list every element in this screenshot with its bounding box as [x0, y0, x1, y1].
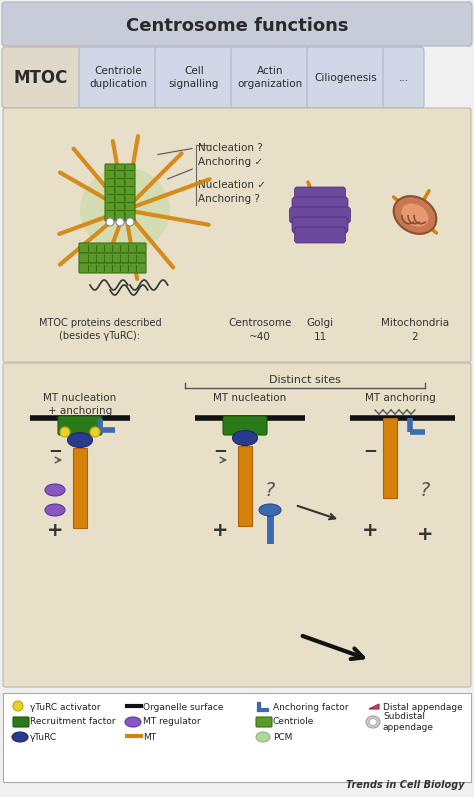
Text: +: +	[417, 525, 433, 544]
FancyBboxPatch shape	[383, 418, 397, 498]
Ellipse shape	[106, 218, 114, 226]
FancyBboxPatch shape	[290, 207, 350, 223]
Text: Nucleation ✓: Nucleation ✓	[198, 180, 266, 190]
Text: MTOC: MTOC	[14, 69, 68, 87]
FancyBboxPatch shape	[125, 164, 135, 221]
Text: ?: ?	[420, 481, 430, 500]
FancyBboxPatch shape	[292, 217, 348, 233]
Text: Recruitment factor: Recruitment factor	[30, 717, 116, 727]
Text: γTuRC: γTuRC	[30, 732, 57, 741]
Ellipse shape	[259, 504, 281, 516]
Text: ...: ...	[399, 73, 409, 83]
Text: Mitochondria
2: Mitochondria 2	[381, 318, 449, 342]
Text: Distal appendage: Distal appendage	[383, 702, 463, 712]
FancyBboxPatch shape	[294, 187, 346, 203]
Text: −: −	[213, 441, 227, 459]
Ellipse shape	[125, 717, 141, 727]
FancyBboxPatch shape	[79, 253, 146, 263]
Text: MT nucleation
+ anchoring: MT nucleation + anchoring	[44, 393, 117, 416]
Ellipse shape	[401, 203, 429, 227]
FancyBboxPatch shape	[13, 717, 29, 727]
Ellipse shape	[45, 504, 65, 516]
Ellipse shape	[60, 427, 70, 437]
Ellipse shape	[67, 433, 92, 447]
Ellipse shape	[369, 719, 377, 725]
Text: Centriole: Centriole	[273, 717, 314, 727]
FancyBboxPatch shape	[3, 108, 471, 362]
FancyBboxPatch shape	[105, 164, 115, 221]
Text: Golgi
11: Golgi 11	[306, 318, 334, 342]
Text: Centriole
duplication: Centriole duplication	[89, 66, 147, 89]
Text: Nucleation ?: Nucleation ?	[198, 143, 263, 153]
FancyBboxPatch shape	[155, 47, 233, 108]
Text: +: +	[47, 520, 63, 540]
Text: +: +	[362, 520, 378, 540]
Polygon shape	[369, 704, 379, 709]
Text: Ciliogenesis: Ciliogenesis	[315, 73, 377, 83]
FancyBboxPatch shape	[2, 47, 80, 108]
FancyBboxPatch shape	[238, 446, 252, 526]
Text: MT regulator: MT regulator	[143, 717, 201, 727]
Ellipse shape	[233, 430, 257, 446]
Text: Anchoring ✓: Anchoring ✓	[198, 157, 263, 167]
Ellipse shape	[366, 716, 380, 728]
Text: γTuRC activator: γTuRC activator	[30, 702, 100, 712]
Text: Centrosome
~40: Centrosome ~40	[228, 318, 292, 342]
Ellipse shape	[116, 218, 124, 226]
FancyBboxPatch shape	[231, 47, 309, 108]
FancyBboxPatch shape	[79, 263, 146, 273]
Ellipse shape	[256, 732, 270, 742]
Ellipse shape	[13, 701, 23, 711]
Text: PCM: PCM	[273, 732, 292, 741]
Text: Anchoring factor: Anchoring factor	[273, 702, 348, 712]
Text: Subdistal
appendage: Subdistal appendage	[383, 712, 434, 732]
Text: MT nucleation: MT nucleation	[213, 393, 287, 403]
Text: MTOC proteins described
(besides γTuRC):: MTOC proteins described (besides γTuRC):	[39, 318, 161, 341]
FancyBboxPatch shape	[3, 363, 471, 687]
Text: Anchoring ?: Anchoring ?	[198, 194, 260, 204]
Ellipse shape	[393, 196, 437, 234]
FancyBboxPatch shape	[3, 693, 471, 782]
Ellipse shape	[80, 167, 170, 253]
Ellipse shape	[126, 218, 134, 226]
FancyBboxPatch shape	[115, 164, 125, 221]
Ellipse shape	[12, 732, 28, 742]
Text: +: +	[212, 520, 228, 540]
FancyBboxPatch shape	[292, 197, 348, 213]
Text: Actin
organization: Actin organization	[237, 66, 302, 89]
FancyBboxPatch shape	[73, 448, 87, 528]
Text: MT: MT	[143, 732, 156, 741]
Ellipse shape	[90, 427, 100, 437]
FancyBboxPatch shape	[223, 416, 267, 435]
FancyBboxPatch shape	[79, 47, 157, 108]
Text: −: −	[48, 441, 62, 459]
Text: −: −	[363, 441, 377, 459]
Text: MT anchoring: MT anchoring	[365, 393, 436, 403]
Text: Centrosome functions: Centrosome functions	[126, 17, 348, 35]
FancyBboxPatch shape	[58, 416, 102, 435]
Text: Cell
signalling: Cell signalling	[169, 66, 219, 89]
FancyBboxPatch shape	[79, 243, 146, 253]
FancyBboxPatch shape	[294, 227, 346, 243]
FancyBboxPatch shape	[2, 2, 472, 46]
FancyBboxPatch shape	[256, 717, 272, 727]
Text: Trends in Cell Biology: Trends in Cell Biology	[346, 780, 465, 790]
Text: ?: ?	[265, 481, 275, 500]
FancyBboxPatch shape	[307, 47, 385, 108]
Text: Distinct sites: Distinct sites	[269, 375, 341, 385]
Ellipse shape	[45, 484, 65, 496]
Text: Organelle surface: Organelle surface	[143, 702, 224, 712]
FancyBboxPatch shape	[383, 47, 424, 108]
